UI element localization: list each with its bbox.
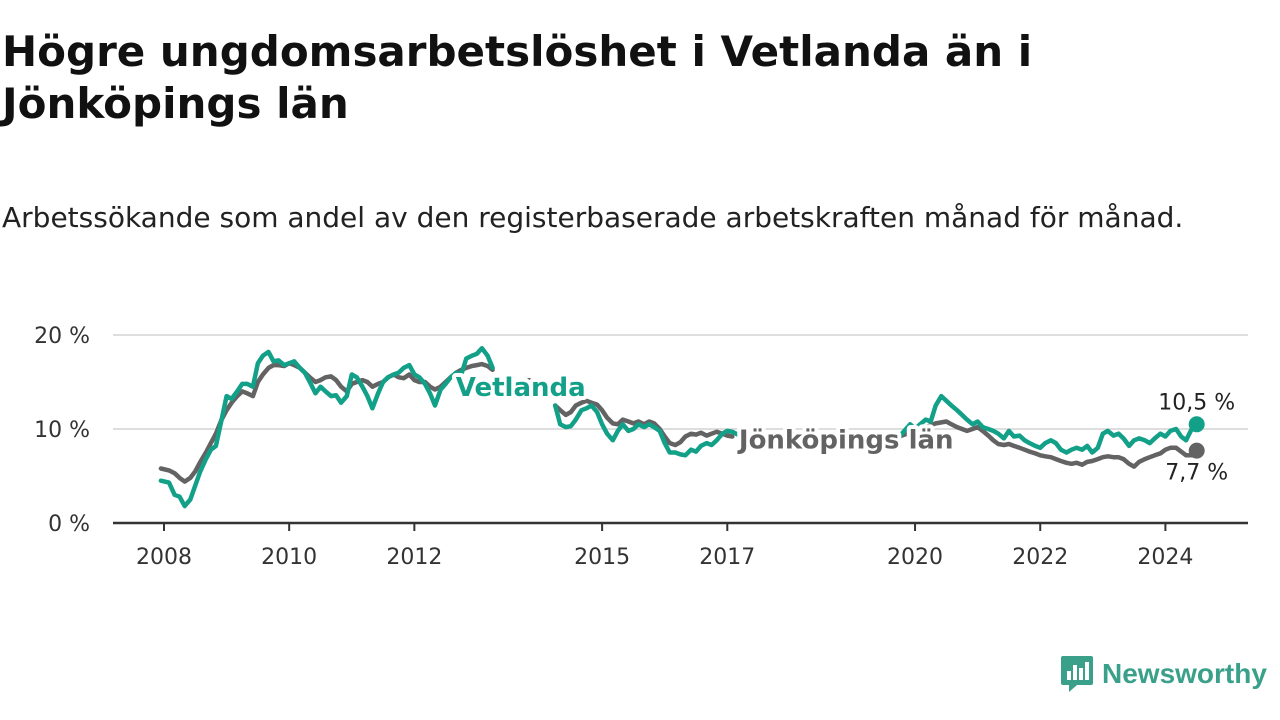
series-line-vetlanda xyxy=(158,345,1199,509)
end-value-label-jonkopings-lan: 7,7 % xyxy=(1165,461,1228,486)
x-tick-label: 2015 xyxy=(574,545,630,570)
newsworthy-icon xyxy=(1061,656,1093,692)
x-tick-label: 2022 xyxy=(1012,545,1068,570)
series-label-jonkopings-lan: Jönköpings län xyxy=(737,426,954,456)
y-tick-label: 0 % xyxy=(48,512,90,537)
y-tick-label: 20 % xyxy=(34,324,90,349)
x-tick-label: 2020 xyxy=(887,545,943,570)
series-line-jonkopings-lan xyxy=(158,360,1199,484)
newsworthy-wordmark: Newsworthy xyxy=(1102,658,1267,689)
x-tick-label: 2012 xyxy=(386,545,442,570)
end-point-jonkopings-lan xyxy=(1188,442,1205,459)
newsworthy-logo: Newsworthy xyxy=(1060,654,1267,694)
chart-subtitle: Arbetssökande som andel av den registerb… xyxy=(2,201,1184,234)
x-tick-label: 2024 xyxy=(1137,545,1193,570)
chart-title: Högre ungdomsarbetslöshet i Vetlanda än … xyxy=(2,27,1033,128)
x-tick-label: 2008 xyxy=(136,545,192,570)
x-tick-label: 2017 xyxy=(699,545,755,570)
end-value-label-vetlanda: 10,5 % xyxy=(1158,390,1235,415)
series-label-vetlanda: Vetlanda xyxy=(456,373,586,403)
end-point-vetlanda xyxy=(1188,416,1205,433)
x-tick-label: 2010 xyxy=(261,545,317,570)
y-tick-label: 10 % xyxy=(34,418,90,443)
